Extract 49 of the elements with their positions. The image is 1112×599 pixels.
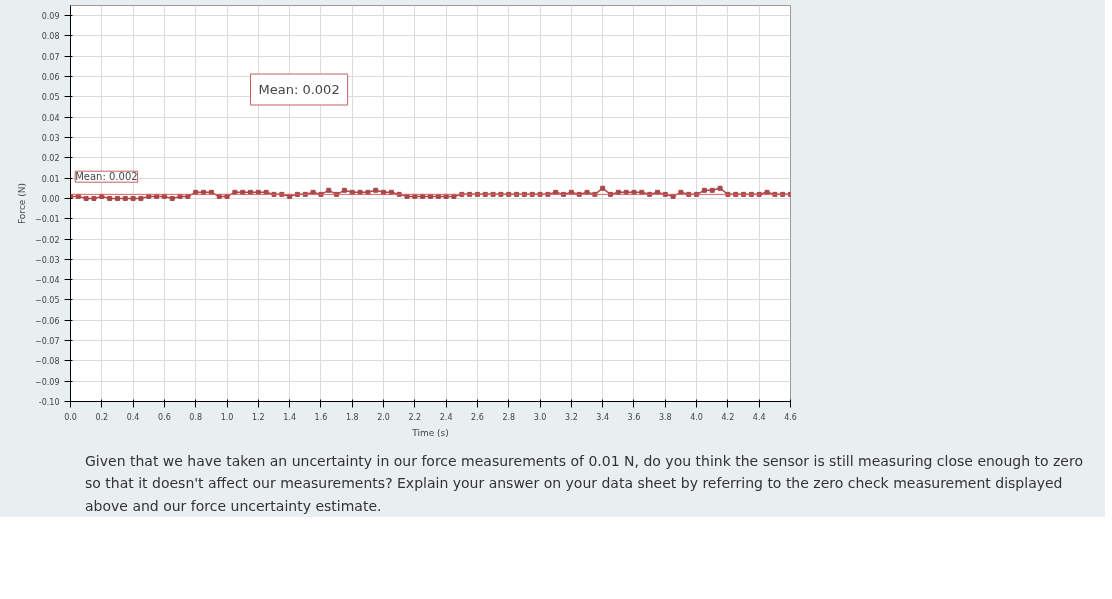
y-tick-label: 0.04 (41, 113, 60, 123)
x-tick-label: 3.2 (565, 412, 578, 422)
y-tick-label: −0.05 (34, 296, 60, 306)
x-tick-label: 2.0 (377, 412, 390, 422)
x-tick-label: 2.2 (408, 412, 422, 422)
y-tick-label: 0.03 (41, 134, 60, 143)
y-tick-label: 0.01 (41, 174, 60, 184)
x-tick-label: 2.6 (471, 412, 484, 422)
y-tick-label: −0.09 (34, 377, 60, 387)
x-tick-label: 0.0 (64, 412, 77, 422)
annotation: Mean: 0.002 (258, 82, 340, 98)
x-tick-label: 4.2 (721, 412, 735, 422)
x-tick-label: 1.0 (220, 412, 234, 422)
y-tick-label: −0.07 (34, 337, 60, 347)
y-axis-title: Force (N) (16, 183, 27, 224)
y-tick-label: 0.00 (41, 194, 60, 204)
y-tick-label: -0.10 (38, 398, 60, 407)
y-tick-label: −0.04 (34, 276, 60, 286)
x-tick-label: 1.2 (251, 412, 265, 422)
x-tick-label: 3.0 (533, 412, 547, 422)
y-tick-label: 0.08 (41, 32, 60, 42)
ref-line-label: Mean: 0.002 (75, 171, 138, 183)
x-tick-label: 2.4 (439, 412, 453, 422)
x-tick-label: 2.8 (502, 412, 516, 422)
y-tick-label: 0.09 (41, 12, 60, 22)
x-tick-label: 3.6 (627, 412, 641, 422)
y-tick-label: −0.06 (34, 316, 60, 326)
x-tick-label: 3.4 (596, 412, 610, 422)
y-tick-label: 0.02 (41, 154, 60, 164)
y-tick-label: 0.05 (41, 93, 60, 103)
x-tick-label: 1.6 (314, 412, 328, 422)
text: Given that we have taken an uncertainty in our force measurements of 0.01 N, do you think the sensor is still measuring close enough to zero so that it doesn't affect our measurements? Explain your answer on your data sheet by referring to the zero check measurement displayed above and our force uncertainty estimate. (85, 452, 1084, 516)
y-tick-label: 0.07 (41, 52, 60, 62)
x-tick-label: 0.6 (158, 412, 171, 422)
x-tick-label: 4.0 (690, 412, 703, 422)
x-tick-label: 0.2 (95, 412, 109, 422)
y-tick-label: −0.01 (34, 215, 60, 225)
x-tick-label: 4.6 (784, 412, 797, 422)
x-tick-label: 0.4 (126, 412, 140, 422)
x-tick-label: 0.8 (189, 412, 203, 422)
x-tick-label: 3.8 (658, 412, 672, 422)
x-axis-title: Time (s) (411, 427, 449, 438)
y-tick-label: −0.08 (34, 357, 60, 367)
x-tick-label: 1.8 (345, 412, 359, 422)
x-tick-label: 4.4 (752, 412, 766, 422)
x-tick-label: 1.4 (283, 412, 296, 422)
y-tick-label: −0.02 (34, 235, 60, 245)
y-tick-label: 0.06 (41, 73, 60, 83)
y-tick-label: −0.03 (34, 255, 60, 265)
